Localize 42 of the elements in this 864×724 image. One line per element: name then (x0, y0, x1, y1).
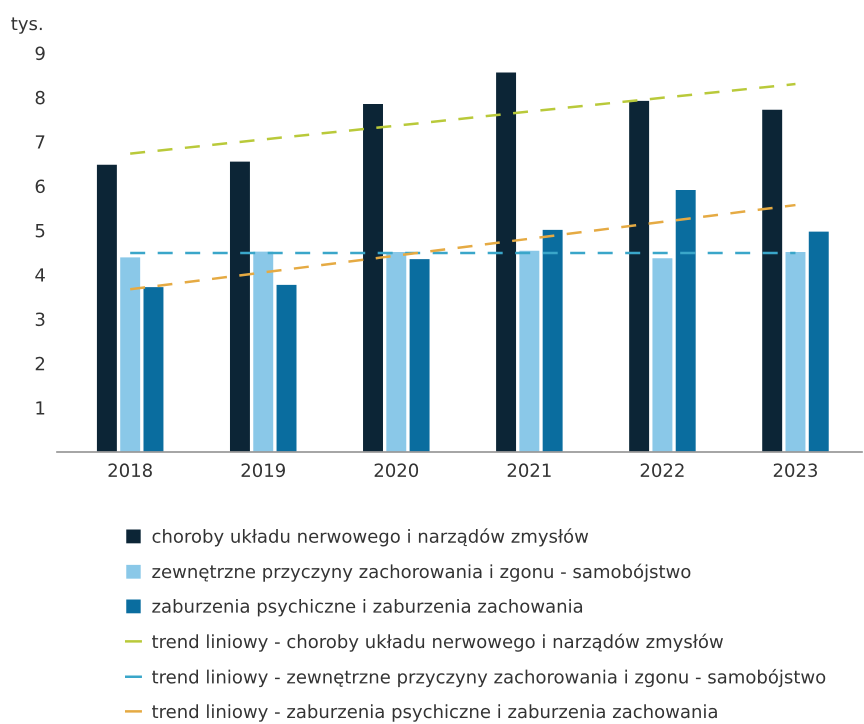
bar (276, 284, 297, 452)
legend-label: zaburzenia psychiczne i zaburzenia zachowania (152, 598, 582, 616)
bar (652, 258, 672, 452)
legend-label: trend liniowy - choroby układu nerwowego i narządów zmysłów (152, 634, 723, 652)
bar (496, 72, 516, 452)
bar (676, 190, 696, 452)
bar (410, 259, 430, 452)
line-series (128, 204, 797, 291)
bar (386, 252, 406, 452)
x-tick-label: 2020 (374, 463, 418, 478)
y-tick-label: 1 (36, 401, 44, 415)
y-tick-label: 8 (36, 90, 45, 104)
y-tick-label: 2 (36, 356, 44, 370)
y-tick-label: 3 (36, 312, 44, 326)
legend-label: zewnętrzne przyczyny zachorowania i zgonu - samobójstwo (152, 564, 690, 582)
x-tick-label: 2023 (774, 463, 817, 478)
x-tick-label: 2021 (508, 463, 551, 478)
bar (96, 164, 117, 452)
x-tick-label: 2019 (242, 463, 285, 478)
bar (519, 250, 540, 452)
bar (230, 162, 250, 452)
x-tick-label: 2018 (108, 463, 152, 478)
legend-label: choroby układu nerwowego i narządów zmysłów (152, 528, 588, 546)
line-series (128, 82, 797, 155)
bar (542, 230, 563, 452)
y-axis-title: tys. (11, 17, 42, 34)
legend-label: trend liniowy - zewnętrzne przyczyny zachorowania i zgonu - samobójstwo (152, 668, 826, 688)
y-tick-label: 4 (35, 268, 45, 282)
bar (762, 110, 782, 452)
y-tick-label: 6 (36, 179, 45, 194)
bar (143, 287, 164, 452)
bar (808, 232, 829, 452)
y-tick-label: 9 (36, 46, 45, 60)
legend-label: trend liniowy - zaburzenia psychiczne i zaburzenia zachowania (152, 704, 717, 722)
bar (363, 104, 383, 452)
bar (629, 100, 650, 452)
y-tick-label: 7 (36, 135, 44, 149)
x-tick-label: 2022 (640, 463, 684, 478)
y-tick-label: 5 (36, 224, 44, 238)
bar (785, 252, 806, 452)
bar (120, 257, 140, 452)
bar (253, 252, 274, 452)
